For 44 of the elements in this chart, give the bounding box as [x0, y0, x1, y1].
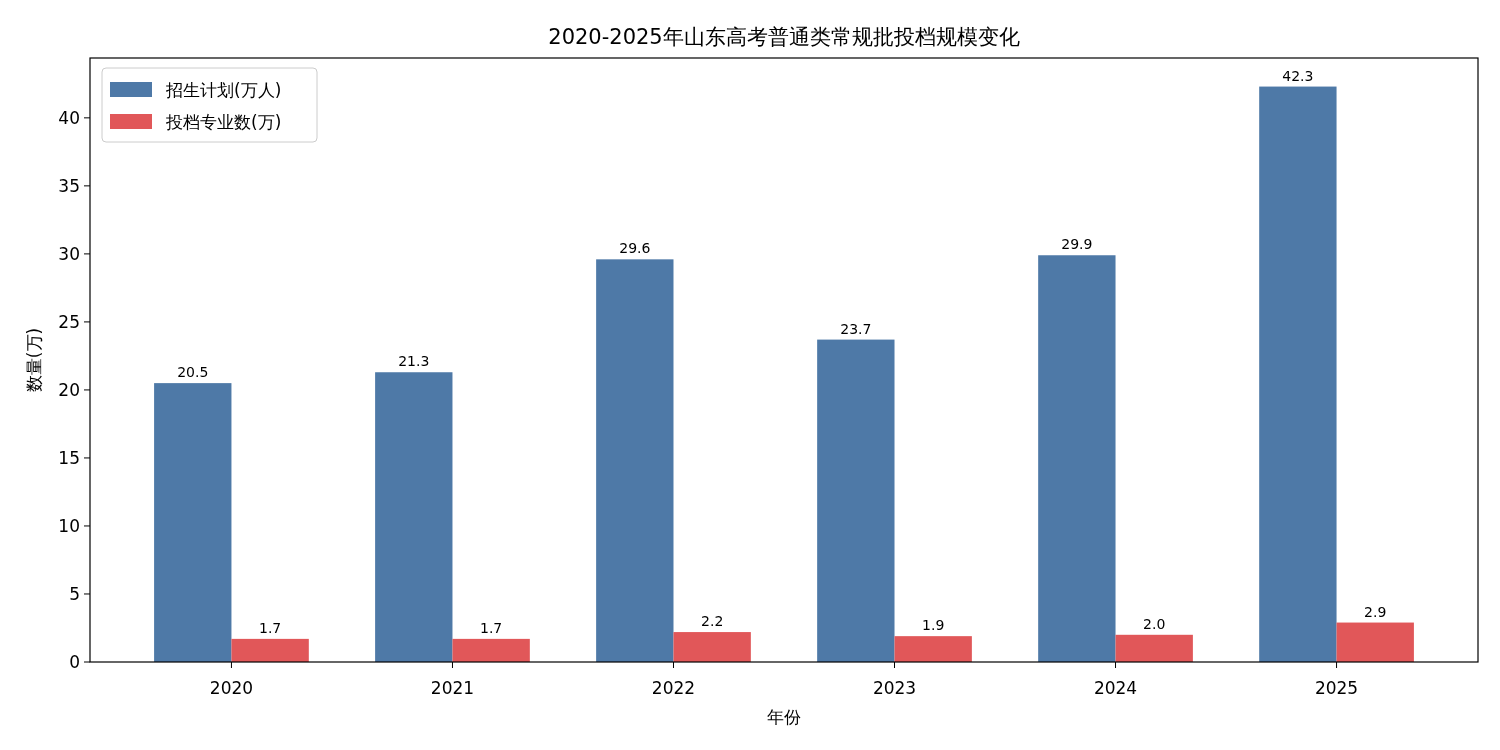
x-tick-label: 2024: [1093, 678, 1138, 698]
x-axis-title: 年份: [767, 707, 801, 727]
y-tick-label: 5: [69, 583, 80, 604]
bar: [231, 638, 309, 662]
bar: [1115, 634, 1193, 662]
bar: [894, 636, 972, 662]
y-tick-label: 15: [58, 447, 80, 468]
bar: [596, 259, 674, 662]
y-tick-label: 40: [58, 107, 80, 128]
bar: [452, 638, 530, 662]
data-label: 23.7: [840, 320, 872, 337]
y-axis-title: 数量(万): [24, 327, 44, 393]
x-tick-label: 2023: [872, 678, 917, 698]
data-label: 2.2: [701, 613, 724, 630]
bar: [154, 383, 232, 662]
y-tick-label: 30: [58, 243, 80, 264]
x-tick-label: 2025: [1314, 678, 1359, 698]
chart-title: 2020-2025年山东高考普通类常规批投档规模变化: [548, 25, 1020, 49]
bar: [673, 632, 751, 662]
x-tick-label: 2021: [430, 678, 475, 698]
data-label: 2.9: [1364, 603, 1387, 620]
bar: [817, 339, 895, 662]
legend-label: 招生计划(万人): [165, 80, 282, 100]
bar: [1038, 255, 1116, 662]
y-tick-label: 35: [58, 175, 80, 196]
bar: [1336, 622, 1414, 662]
data-label: 21.3: [398, 353, 430, 370]
bar: [375, 372, 453, 662]
data-label: 1.9: [922, 617, 945, 634]
y-tick-label: 10: [58, 515, 80, 536]
data-label: 42.3: [1282, 67, 1314, 84]
data-label: 1.7: [480, 619, 503, 636]
data-label: 2.0: [1143, 615, 1166, 632]
y-tick-label: 0: [69, 652, 80, 672]
bar: [1259, 86, 1337, 662]
data-label: 20.5: [177, 364, 209, 381]
legend-label: 投档专业数(万): [165, 112, 282, 132]
data-label: 29.9: [1061, 236, 1093, 253]
data-label: 29.6: [619, 240, 651, 257]
y-tick-label: 20: [58, 379, 80, 400]
x-tick-label: 2020: [209, 678, 254, 698]
x-tick-label: 2022: [651, 678, 696, 698]
data-label: 1.7: [259, 619, 282, 636]
y-tick-label: 25: [58, 311, 80, 332]
